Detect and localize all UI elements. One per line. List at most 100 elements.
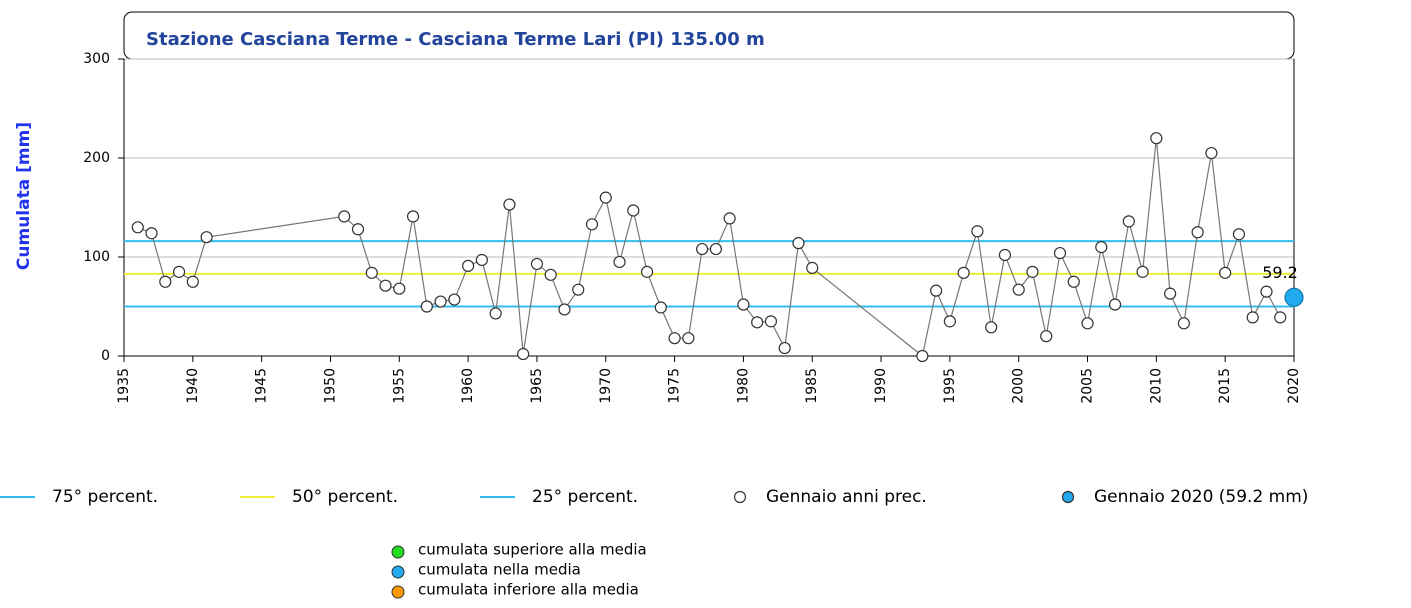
x-tick-label: 1955: [391, 368, 407, 404]
data-point: [489, 307, 502, 320]
legend-label: 25° percent.: [532, 487, 638, 507]
x-tick-label: 2020: [1286, 368, 1302, 404]
data-point: [365, 266, 378, 279]
data-point: [159, 275, 172, 288]
data-point: [186, 275, 199, 288]
data-point: [530, 257, 544, 271]
data-point: [1205, 146, 1218, 160]
data-point: [1108, 298, 1122, 311]
data-point: [1177, 317, 1190, 330]
y-tick-label: 0: [101, 348, 110, 364]
data-point: [668, 332, 681, 345]
x-tick-label: 2015: [1217, 368, 1233, 404]
x-tick-label: 1980: [735, 368, 751, 404]
y-axis-label: Cumulata [mm]: [14, 122, 34, 270]
data-point: [338, 210, 351, 223]
data-point: [778, 341, 791, 355]
legend-label: 75° percent.: [52, 487, 158, 507]
legend-swatch: [1061, 490, 1075, 504]
legend-swatch: [733, 490, 747, 504]
note-label: cumulata superiore alla media: [418, 541, 647, 559]
data-point: [998, 248, 1012, 262]
note-swatch: [391, 585, 405, 599]
data-point: [1260, 285, 1273, 298]
data-point: [971, 225, 984, 238]
value-label: 59.2: [1262, 263, 1298, 282]
data-point: [1122, 215, 1135, 228]
data-point: [957, 266, 970, 279]
note-label: cumulata nella media: [418, 561, 581, 579]
y-tick-label: 300: [83, 51, 110, 67]
x-tick-label: 1940: [185, 368, 201, 404]
data-point: [572, 283, 585, 296]
x-tick-label: 1995: [942, 368, 958, 404]
data-point: [1164, 287, 1177, 300]
series-line: [137, 138, 1281, 358]
data-point: [599, 191, 612, 204]
note-swatch: [391, 565, 405, 579]
x-tick-label: 1965: [529, 368, 545, 404]
x-tick-label: 2005: [1080, 368, 1096, 404]
data-point: [434, 295, 447, 308]
data-point: [806, 261, 819, 274]
data-point: [462, 259, 475, 273]
data-point: [420, 300, 433, 313]
data-point: [709, 242, 722, 256]
data-point: [613, 255, 626, 269]
data-point: [930, 284, 943, 297]
data-point: [1095, 241, 1108, 254]
data-point: [1219, 266, 1232, 279]
data-point: [916, 349, 929, 363]
data-point: [682, 332, 695, 345]
x-tick-label: 1950: [322, 368, 338, 404]
x-tick-label: 1945: [254, 368, 270, 404]
note-label: cumulata inferiore alla media: [418, 581, 639, 599]
data-point: [393, 282, 406, 295]
data-point: [351, 223, 365, 236]
data-point: [544, 268, 557, 281]
data-point: [792, 237, 805, 250]
data-point: [1026, 265, 1039, 278]
data-point: [585, 218, 599, 231]
data-point: [517, 347, 530, 361]
legend-label: Gennaio anni prec.: [766, 487, 927, 507]
data-point: [943, 315, 956, 328]
note-swatch: [391, 545, 405, 559]
data-point: [1274, 311, 1287, 324]
data-point: [1040, 330, 1053, 343]
data-point: [1150, 132, 1163, 145]
legend-label: 50° percent.: [292, 487, 398, 507]
data-point: [1284, 287, 1304, 307]
data-point: [1012, 283, 1025, 296]
data-point: [475, 253, 488, 267]
data-point: [627, 204, 640, 217]
data-point: [172, 265, 186, 278]
data-point: [200, 231, 213, 244]
x-tick-label: 1975: [667, 368, 683, 404]
data-point: [654, 301, 667, 314]
data-point: [558, 303, 571, 316]
data-point: [1081, 317, 1094, 330]
data-point: [1053, 246, 1067, 260]
data-point: [503, 198, 516, 211]
y-tick-label: 200: [83, 150, 110, 166]
data-point: [379, 279, 392, 292]
data-point: [737, 298, 750, 311]
data-point: [131, 221, 144, 234]
data-point: [1232, 228, 1246, 241]
x-tick-label: 1970: [598, 368, 614, 404]
data-point: [1136, 265, 1149, 278]
x-tick-label: 1960: [460, 368, 476, 404]
x-tick-label: 1985: [804, 368, 820, 404]
data-point: [1246, 311, 1259, 324]
data-point: [406, 210, 420, 223]
data-point: [145, 227, 158, 240]
data-point: [764, 315, 778, 328]
y-tick-label: 100: [83, 249, 110, 265]
x-tick-label: 1935: [116, 368, 132, 404]
x-tick-label: 2010: [1148, 368, 1164, 404]
data-point: [448, 293, 461, 306]
data-point: [985, 321, 998, 334]
chart-title: Stazione Casciana Terme - Casciana Terme…: [146, 29, 765, 50]
